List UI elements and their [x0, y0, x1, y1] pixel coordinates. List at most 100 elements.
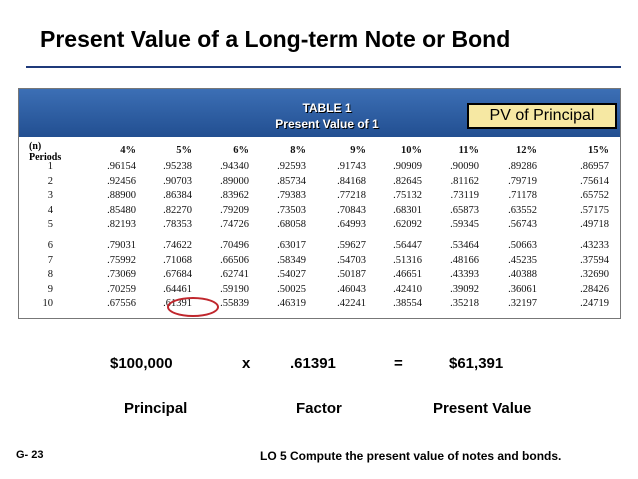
factor-cell: .59627: [337, 240, 366, 251]
factor-cell: .55839: [220, 298, 249, 310]
period-cell: 7: [47, 254, 53, 266]
rate-header: 10%: [401, 145, 422, 156]
factor-cell: .64993: [337, 219, 366, 231]
periods-n-label: (n): [29, 141, 42, 152]
factor-cell: .73119: [450, 190, 480, 202]
factor-cell: .59345: [450, 219, 479, 231]
factor-cell: .79031: [107, 240, 136, 251]
table-subtitle: Present Value of 1: [275, 117, 379, 131]
pv-principal-callout: PV of Principal: [467, 103, 617, 129]
factor-cell: .81162: [450, 175, 480, 187]
equation-result: $61,391: [449, 355, 504, 372]
factor-cell: .67556: [107, 298, 136, 310]
rate-header: 6%: [233, 145, 249, 156]
factor-cell: .32690: [580, 269, 609, 281]
factor-cell: .71178: [508, 190, 538, 202]
factor-cell: .24719: [580, 298, 609, 310]
equation-principal: $100,000: [110, 355, 173, 372]
factor-cell: .40388: [508, 269, 537, 281]
factor-cell: .86384: [163, 190, 192, 202]
factor-cell: .78353: [163, 219, 192, 231]
factor-cell: .96154: [107, 161, 136, 172]
factor-cell: .56447: [393, 240, 422, 251]
learning-objective: LO 5 Compute the present value of notes …: [260, 449, 562, 463]
label-factor: Factor: [296, 400, 342, 417]
factor-cell: .77218: [337, 190, 366, 202]
factor-cell: .64461: [163, 283, 192, 295]
factor-cell: .43393: [450, 269, 479, 281]
factor-cell: .32197: [508, 298, 537, 310]
factor-cell: .85480: [107, 204, 136, 216]
factor-cell: .75992: [107, 254, 136, 266]
factor-cell: .59190: [220, 283, 249, 295]
factor-cell: .37594: [580, 254, 609, 266]
periods-column-header: (n) Periods: [29, 141, 61, 163]
factor-cell: .53464: [450, 240, 479, 251]
factor-cell: .50187: [337, 269, 366, 281]
factor-cell: .50025: [277, 283, 306, 295]
factor-cell: .57175: [580, 204, 609, 216]
factor-cell: .42410: [393, 283, 422, 295]
equation-times: x: [242, 355, 251, 372]
rate-header: 8%: [290, 145, 306, 156]
period-cell: 6: [47, 240, 53, 251]
factor-cell: .73069: [107, 269, 136, 281]
table-title: TABLE 1: [302, 101, 352, 115]
factor-cell: .74726: [220, 219, 249, 231]
factor-cell: .49718: [580, 219, 609, 231]
factor-cell: .36061: [508, 283, 537, 295]
factor-cell: .54027: [277, 269, 306, 281]
title-underline: [26, 66, 621, 68]
factor-cell: .45235: [508, 254, 537, 266]
factor-cell: .62741: [220, 269, 249, 281]
factor-cell: .79719: [508, 175, 537, 187]
factor-cell: .65873: [450, 204, 479, 216]
factor-cell: .68301: [393, 204, 422, 216]
table-header-band: TABLE 1 Present Value of 1 PV of Princip…: [19, 89, 620, 137]
slide-title: Present Value of a Long-term Note or Bon…: [40, 26, 511, 52]
factor-cell: .70259: [107, 283, 136, 295]
factor-cell: .51316: [393, 254, 422, 266]
factor-cell: .43233: [580, 240, 609, 251]
factor-cell: .82193: [107, 219, 136, 231]
period-cell: 10: [42, 298, 54, 310]
factor-cell: .95238: [163, 161, 192, 172]
factor-cell: .82270: [163, 204, 192, 216]
period-cell: 5: [47, 219, 53, 231]
factor-cell: .75132: [393, 190, 422, 202]
factor-cell: .38554: [393, 298, 422, 310]
rate-header: 15%: [588, 145, 609, 156]
factor-cell: .46651: [393, 269, 422, 281]
factor-cell: .63017: [277, 240, 306, 251]
factor-cell: .54703: [337, 254, 366, 266]
factor-cell: .68058: [277, 219, 306, 231]
rate-header: 11%: [458, 145, 479, 156]
factor-cell: .90090: [450, 161, 479, 172]
factor-cell: .92456: [107, 175, 136, 187]
factor-cell: .70496: [220, 240, 249, 251]
factor-cell: .92593: [277, 161, 306, 172]
factor-cell: .89286: [508, 161, 537, 172]
periods-label: Periods: [29, 152, 62, 163]
highlight-circle: [167, 297, 219, 317]
factor-cell: .50663: [508, 240, 537, 251]
factor-cell: .48166: [450, 254, 479, 266]
factor-cell: .66506: [220, 254, 249, 266]
factor-cell: .86957: [580, 161, 609, 172]
equation-factor: .61391: [290, 355, 336, 372]
factor-cell: .75614: [580, 175, 609, 187]
factor-cell: .73503: [277, 204, 306, 216]
factor-cell: .42241: [337, 298, 366, 310]
factor-cell: .85734: [277, 175, 306, 187]
factor-cell: .91743: [337, 161, 366, 172]
factor-cell: .74622: [163, 240, 192, 251]
factor-cell: .94340: [220, 161, 249, 172]
label-principal: Principal: [124, 400, 188, 417]
period-cell: 4: [47, 204, 53, 216]
factor-cell: .46043: [337, 283, 366, 295]
period-cell: 1: [47, 161, 53, 172]
factor-cell: .46319: [277, 298, 306, 310]
rate-header: 4%: [120, 145, 136, 156]
factor-cell: .35218: [450, 298, 479, 310]
period-cell: 3: [47, 190, 53, 202]
